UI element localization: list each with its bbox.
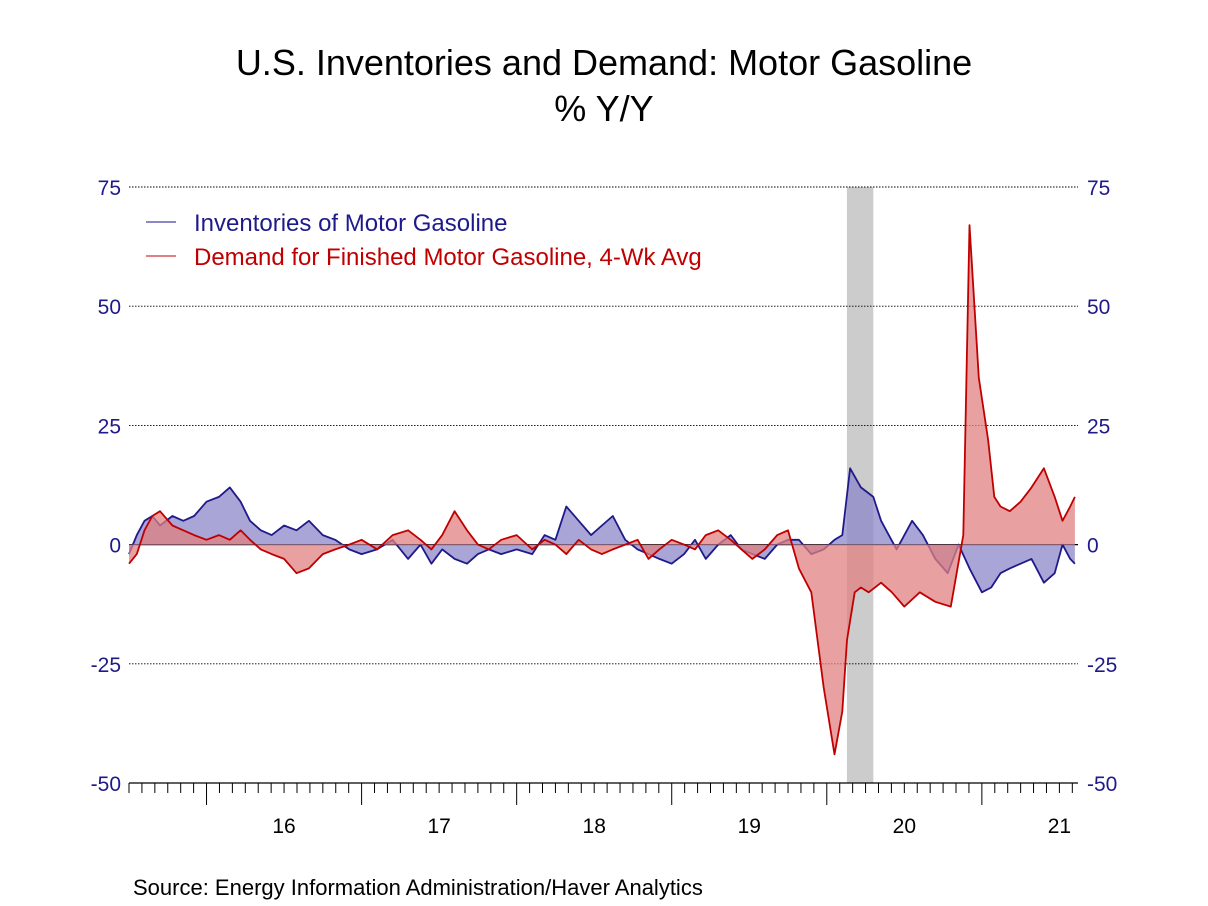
y-tick-label-left: 75 — [98, 177, 121, 200]
y-tick-label-left: 25 — [98, 415, 121, 438]
x-tick-label: 16 — [272, 815, 295, 838]
y-tick-label-right: -25 — [1087, 654, 1117, 677]
x-tick-label: 21 — [1048, 815, 1071, 838]
y-tick-label-left: 0 — [109, 535, 121, 558]
chart-title: U.S. Inventories and Demand: Motor Gasol… — [235, 42, 973, 83]
y-tick-label-right: 25 — [1087, 415, 1110, 438]
y-tick-label-right: -50 — [1087, 773, 1117, 796]
series-area-demand — [129, 225, 1075, 755]
y-tick-label-left: 50 — [98, 296, 121, 319]
series-area-inventories — [129, 468, 1075, 593]
source-note: Source: Energy Information Administratio… — [133, 875, 703, 900]
chart-subtitle: % Y/Y — [554, 88, 654, 129]
legend-label-inventories: Inventories of Motor Gasoline — [194, 210, 508, 237]
x-tick-label: 20 — [893, 815, 916, 838]
legend-label-demand: Demand for Finished Motor Gasoline, 4-Wk… — [194, 244, 702, 271]
y-tick-label-right: 0 — [1087, 535, 1099, 558]
series-line-demand — [128, 224, 1076, 756]
x-tick-label: 18 — [583, 815, 606, 838]
y-tick-label-right: 50 — [1087, 296, 1110, 319]
x-tick-label: 19 — [738, 815, 761, 838]
y-tick-label-left: -25 — [91, 654, 121, 677]
y-tick-label-right: 75 — [1087, 177, 1110, 200]
y-tick-label-left: -50 — [91, 773, 121, 796]
x-tick-label: 17 — [427, 815, 450, 838]
